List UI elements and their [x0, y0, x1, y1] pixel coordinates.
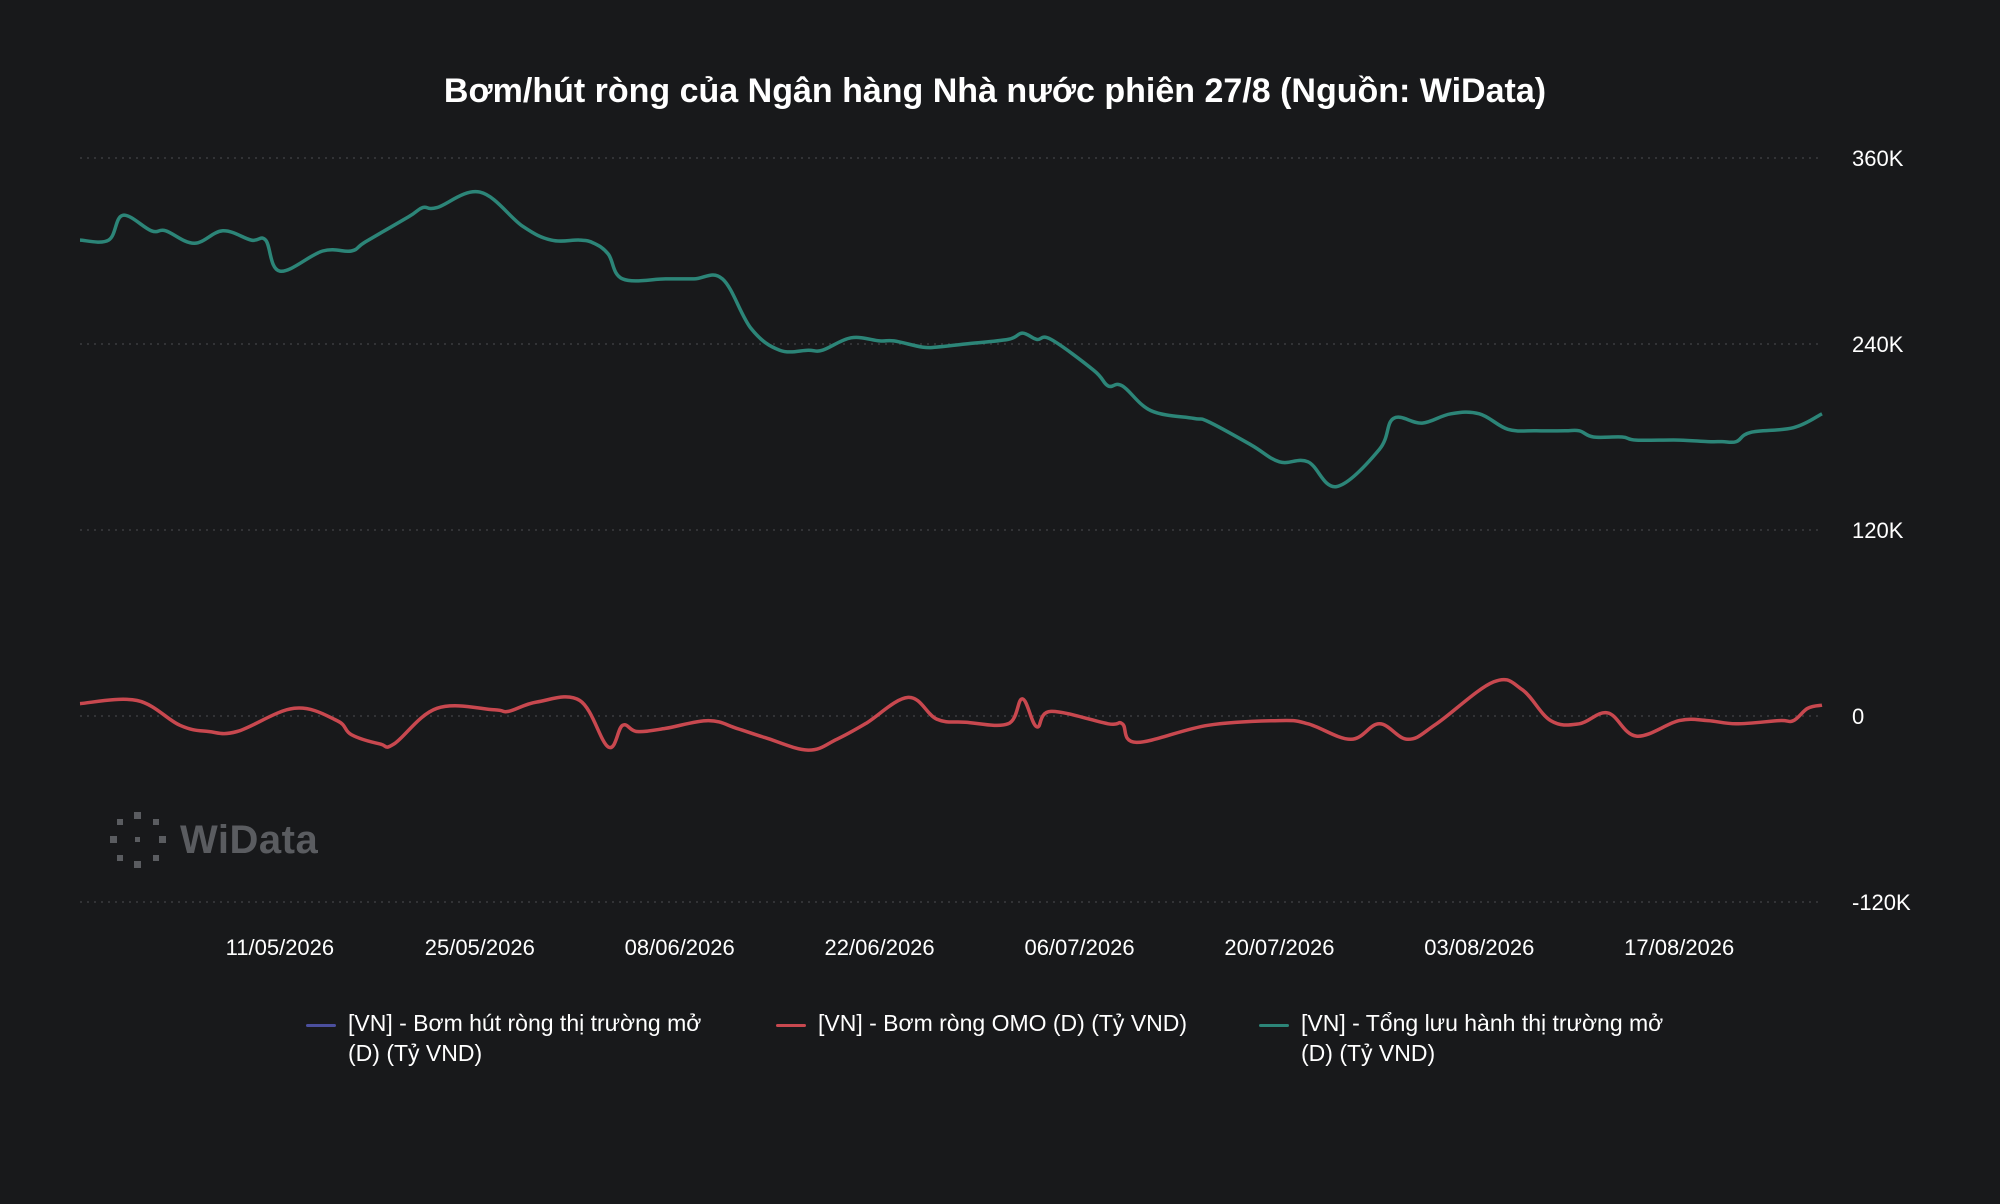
series-line-1[interactable] — [79, 677, 1823, 752]
y-axis-ticks: 360K 240K 120K 0 -120K — [1852, 146, 1911, 915]
legend-swatch — [776, 1024, 806, 1027]
series-line-2[interactable] — [79, 189, 1823, 489]
watermark-text: WiData — [180, 817, 319, 862]
legend-label: [VN] - Tổng lưu hành thị trường mở (D) (… — [1301, 1010, 1664, 1066]
x-tick-label: 17/08/2026 — [1624, 935, 1734, 960]
y-tick-label: -120K — [1852, 890, 1911, 915]
x-tick-label: 25/05/2026 — [425, 935, 535, 960]
y-tick-label: 0 — [1852, 704, 1864, 729]
y-tick-label: 240K — [1852, 332, 1904, 357]
x-tick-label: 06/07/2026 — [1024, 935, 1134, 960]
chart-title: Bơm/hút ròng của Ngân hàng Nhà nước phiê… — [443, 72, 1547, 110]
x-axis-ticks: 11/05/2026 25/05/2026 08/06/2026 22/06/2026… — [226, 935, 1735, 960]
chart-legend: [VN] - Bơm hút ròng thị trường mở (D) (T… — [0, 1008, 2000, 1088]
x-tick-label: 22/06/2026 — [825, 935, 935, 960]
legend-swatch — [1259, 1024, 1289, 1027]
legend-item-net-open-market[interactable]: [VN] - Bơm hút ròng thị trường mở (D) (T… — [306, 1008, 701, 1068]
y-tick-label: 360K — [1852, 146, 1904, 171]
x-tick-label: 20/07/2026 — [1224, 935, 1334, 960]
watermark-logo: WiData — [108, 810, 318, 870]
grid-lines — [80, 157, 1822, 903]
x-tick-label: 08/06/2026 — [625, 935, 735, 960]
legend-item-outstanding[interactable]: [VN] - Tổng lưu hành thị trường mở (D) (… — [1259, 1008, 1663, 1068]
x-tick-label: 03/08/2026 — [1424, 935, 1534, 960]
y-tick-label: 120K — [1852, 518, 1904, 543]
legend-item-omo[interactable]: [VN] - Bơm ròng OMO (D) (Tỷ VND) — [776, 1008, 1187, 1038]
series-lines — [79, 189, 1823, 752]
widata-logo-icon — [110, 812, 166, 868]
legend-label: [VN] - Bơm ròng OMO (D) (Tỷ VND) — [818, 1010, 1188, 1036]
x-tick-label: 11/05/2026 — [226, 935, 334, 960]
legend-swatch — [306, 1024, 336, 1027]
legend-label: [VN] - Bơm hút ròng thị trường mở (D) (T… — [348, 1010, 702, 1066]
